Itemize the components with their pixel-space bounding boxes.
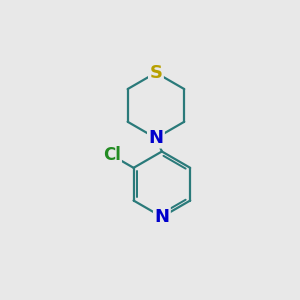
Text: Cl: Cl <box>103 146 121 164</box>
Text: N: N <box>148 129 164 147</box>
Text: S: S <box>149 64 162 82</box>
Text: N: N <box>154 208 169 226</box>
